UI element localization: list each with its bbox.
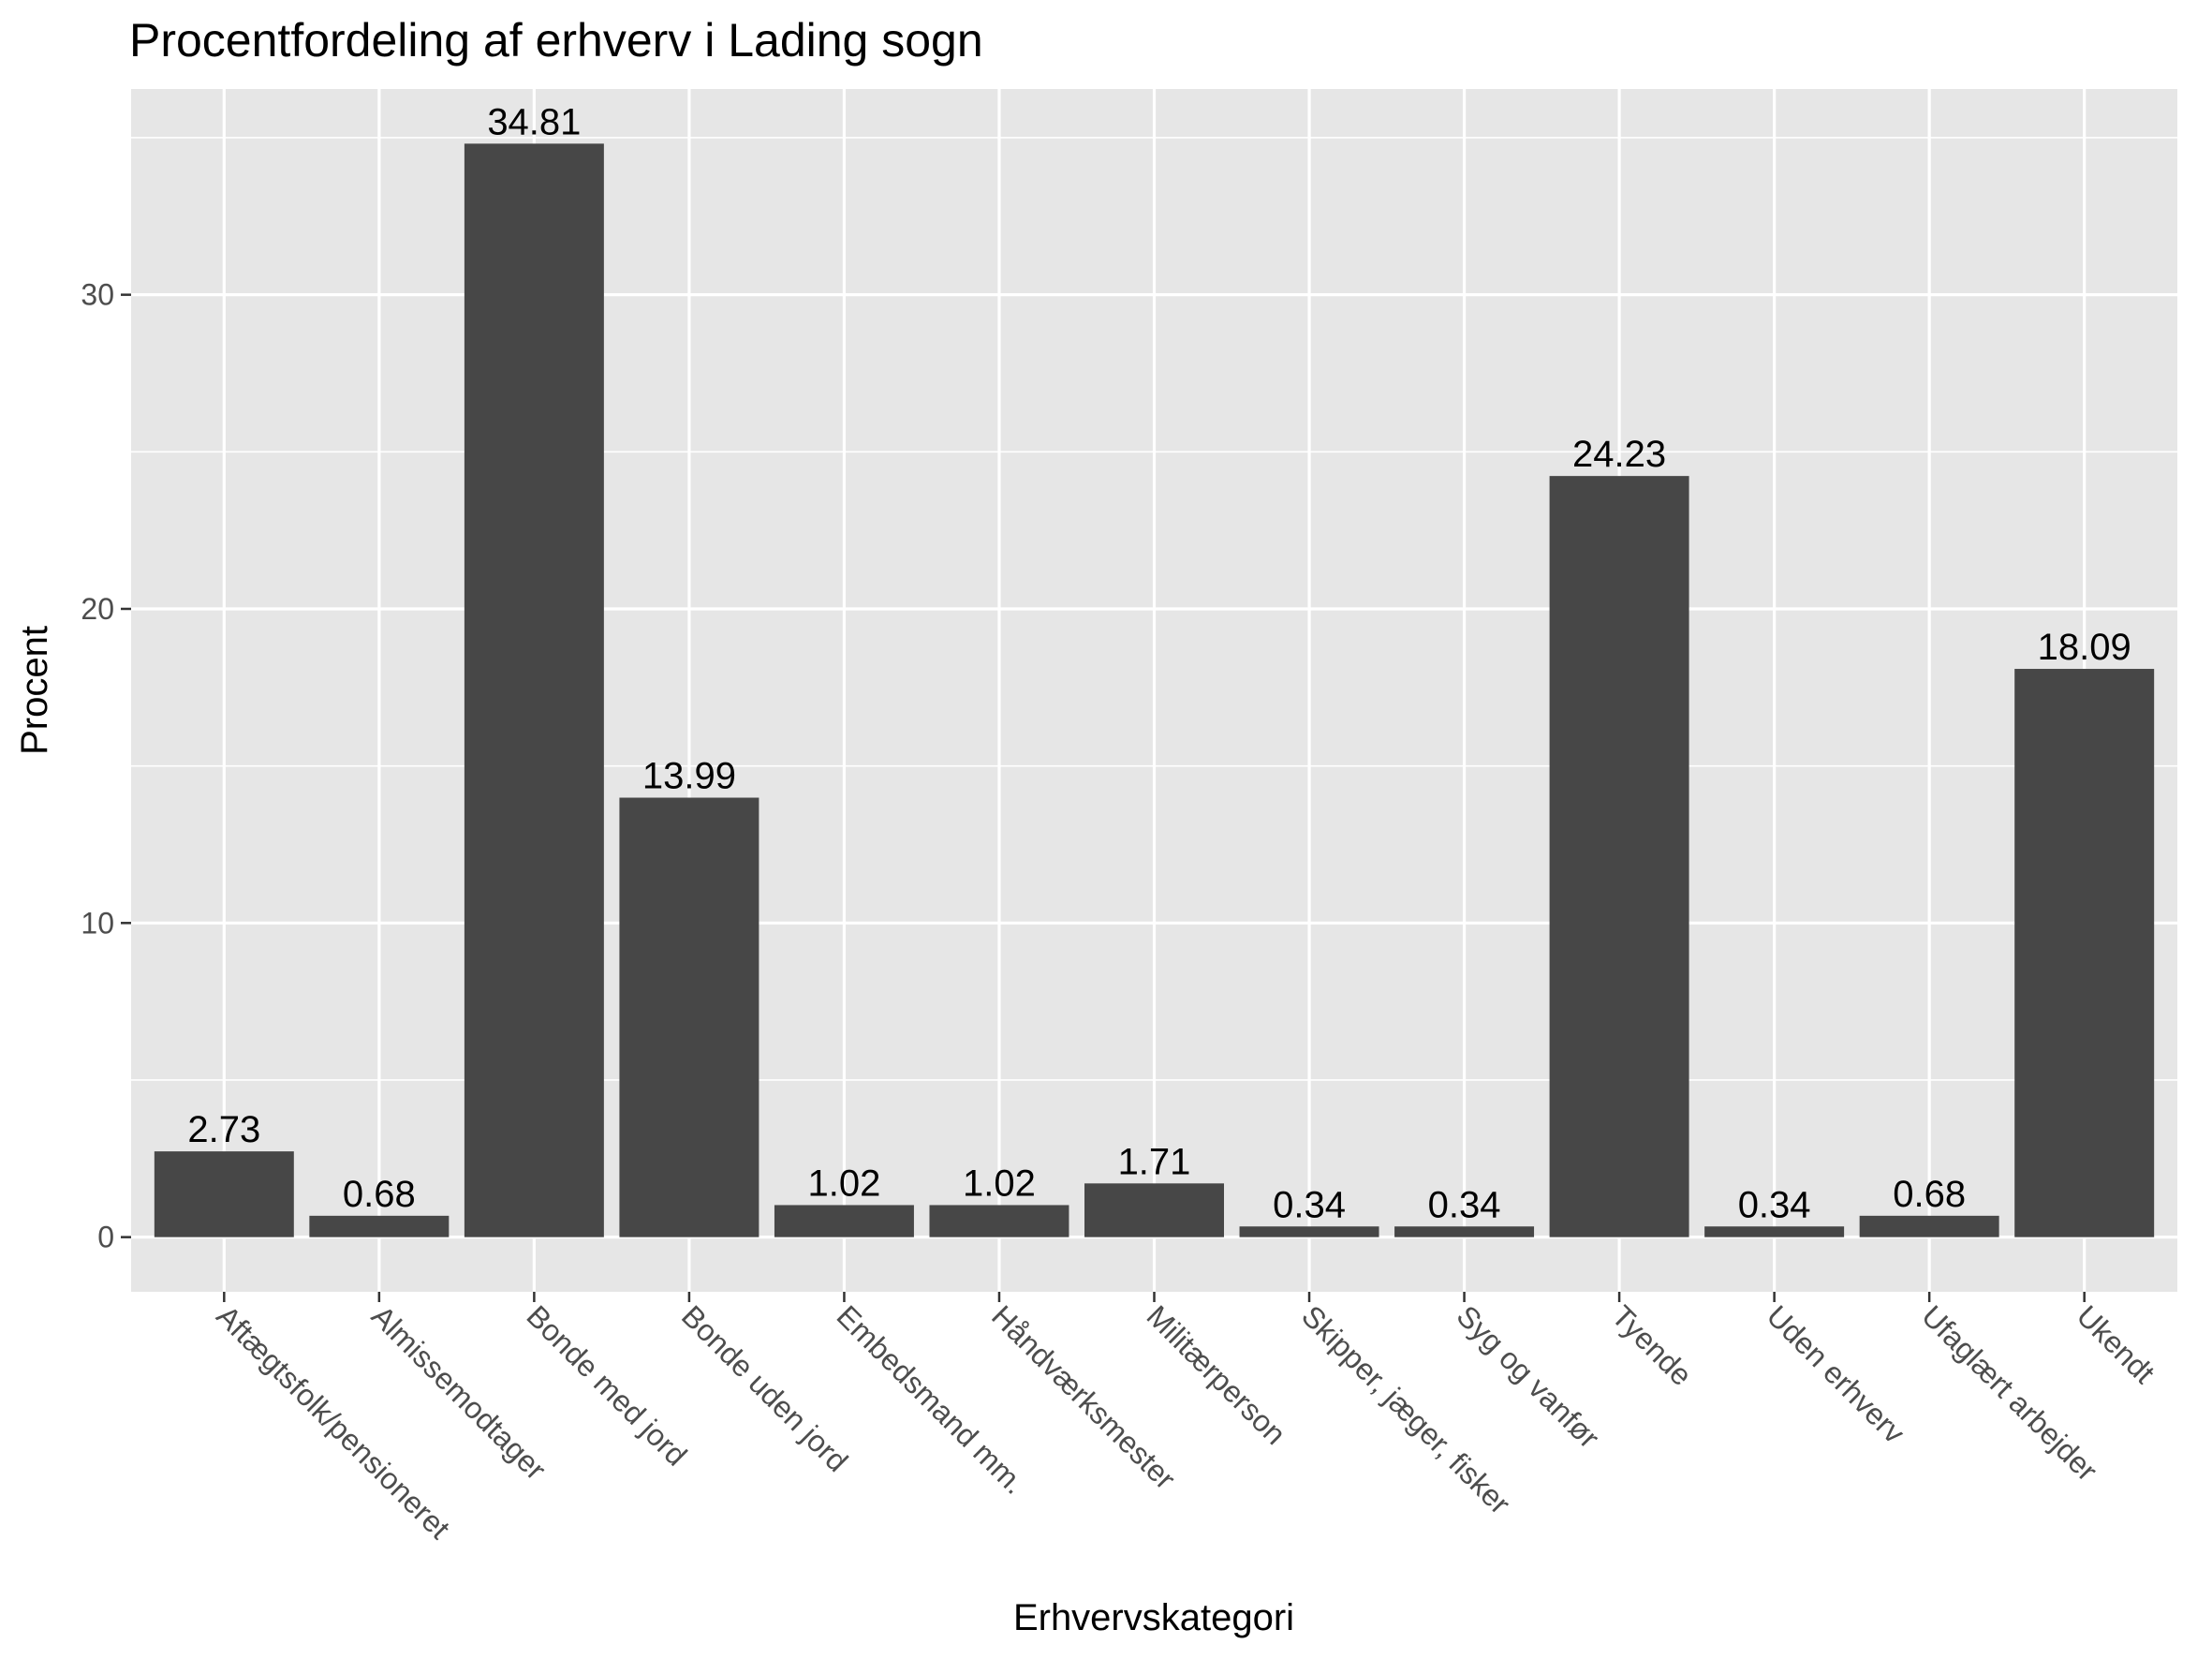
x-axis-title: Erhvervskategori [1013,1597,1294,1638]
x-tick-label: Uden erhverv [1761,1298,1911,1449]
bar-value-label: 1.02 [963,1163,1036,1204]
bar-value-label: 0.68 [1893,1174,1966,1215]
chart-title: Procentfordeling af erhverv i Lading sog… [129,14,983,67]
data-labels: 2.73 0.68 34.81 13.99 1.02 1.02 1.71 0.34 0.34 24… [187,101,2131,1225]
bar [929,1205,1069,1237]
bar-value-label: 1.71 [1118,1141,1191,1182]
bar [1704,1226,1845,1237]
bar [1859,1215,1999,1237]
bars [154,143,2155,1237]
bar [1084,1183,1224,1237]
bar-value-label: 1.02 [808,1163,881,1204]
y-tick-label: 0 [97,1221,114,1254]
bar-value-label: 13.99 [642,756,736,797]
bar [464,143,604,1237]
bar-value-label: 24.23 [1572,434,1666,475]
bar [2014,669,2155,1237]
bar-value-label: 34.81 [487,101,581,142]
x-tick-label: Syg og vanfør [1451,1298,1607,1455]
y-tick-label: 20 [81,592,114,626]
x-tick-label: Ukendt [2071,1298,2161,1389]
bar-value-label: 0.34 [1738,1184,1811,1225]
bar [1549,476,1689,1237]
x-tick-label: Tyende [1605,1298,1699,1392]
bar [619,797,759,1237]
bar-value-label: 0.34 [1428,1184,1501,1225]
x-tick-label: Bonde uden jord [675,1298,855,1478]
bar-value-label: 2.73 [187,1109,260,1150]
x-axis: Aftægtsfolk/pensioneretAlmissemodtagerBo… [210,1292,2161,1546]
bar-value-label: 0.34 [1273,1184,1346,1225]
y-tick-label: 10 [81,906,114,940]
y-axis: 0 10 20 30 [81,278,131,1254]
bar [309,1215,450,1237]
x-tick-label: Bonde med jord [520,1298,693,1472]
bar-value-label: 0.68 [343,1174,416,1215]
bar-value-label: 18.09 [2038,627,2131,668]
bar [154,1151,294,1237]
y-tick-label: 30 [81,278,114,312]
x-tick-label: Militærperson [1141,1298,1293,1451]
y-axis-title: Procent [14,626,55,755]
bar [1394,1226,1535,1237]
bar [1239,1226,1379,1237]
bar [774,1205,914,1237]
